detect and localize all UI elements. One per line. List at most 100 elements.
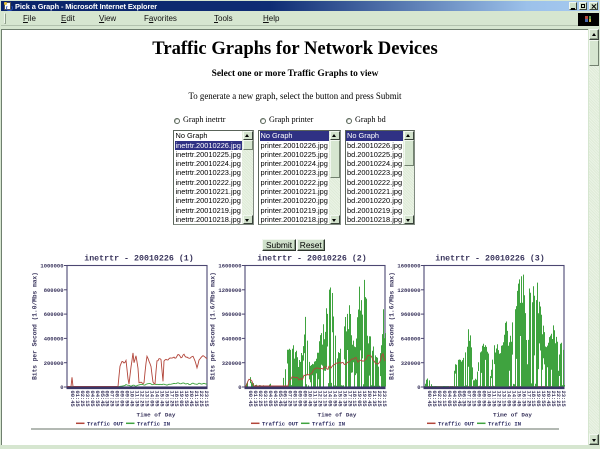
svg-text:11:35: 11:35 [312, 391, 318, 407]
svg-text:04:05: 04:05 [267, 391, 273, 407]
svg-text:1280000: 1280000 [397, 287, 420, 294]
svg-text:09:55: 09:55 [124, 391, 130, 407]
svg-text:320000: 320000 [401, 360, 421, 367]
svg-text:17:25: 17:25 [168, 391, 174, 407]
svg-text:09:55: 09:55 [481, 391, 487, 407]
svg-text:0: 0 [417, 384, 420, 391]
svg-text:07:25: 07:25 [109, 391, 115, 407]
svg-text:Bits per Second (1.0/Mbs max): Bits per Second (1.0/Mbs max) [32, 272, 39, 380]
svg-text:17:25: 17:25 [525, 391, 531, 407]
svg-text:22:25: 22:25 [555, 391, 561, 407]
svg-text:18:15: 18:15 [173, 391, 179, 407]
svg-text:05:45: 05:45 [99, 391, 105, 407]
svg-text:Traffic IN: Traffic IN [488, 421, 521, 428]
svg-text:inetrtr - 20010226 (1): inetrtr - 20010226 (1) [84, 254, 194, 264]
svg-text:19:55: 19:55 [540, 391, 546, 407]
svg-text:Traffic IN: Traffic IN [137, 421, 170, 428]
svg-text:19:55: 19:55 [361, 391, 367, 407]
svg-text:960000: 960000 [401, 311, 421, 318]
svg-text:08:15: 08:15 [292, 391, 298, 407]
svg-text:22:25: 22:25 [376, 391, 382, 407]
svg-text:21:35: 21:35 [193, 391, 199, 407]
svg-text:14:55: 14:55 [153, 391, 159, 407]
svg-text:0: 0 [238, 384, 241, 391]
svg-text:21:35: 21:35 [371, 391, 377, 407]
svg-text:03:15: 03:15 [84, 391, 90, 407]
svg-text:17:25: 17:25 [346, 391, 352, 407]
svg-text:320000: 320000 [222, 360, 242, 367]
svg-text:15:45: 15:45 [336, 391, 342, 407]
svg-text:14:55: 14:55 [331, 391, 337, 407]
svg-text:14:05: 14:05 [505, 391, 511, 407]
svg-text:23:15: 23:15 [560, 391, 566, 407]
svg-text:09:55: 09:55 [302, 391, 308, 407]
svg-text:03:15: 03:15 [262, 391, 268, 407]
svg-text:19:05: 19:05 [356, 391, 362, 407]
svg-text:13:15: 13:15 [321, 391, 327, 407]
svg-text:Bits per Second (1.6/Mbs max): Bits per Second (1.6/Mbs max) [389, 272, 396, 380]
svg-text:16:35: 16:35 [341, 391, 347, 407]
svg-text:Traffic OUT: Traffic OUT [87, 421, 124, 428]
svg-text:01:35: 01:35 [431, 391, 437, 407]
svg-text:07:25: 07:25 [287, 391, 293, 407]
svg-text:14:05: 14:05 [326, 391, 332, 407]
svg-text:200000: 200000 [44, 360, 64, 367]
svg-text:12:25: 12:25 [317, 391, 323, 407]
svg-text:06:35: 06:35 [461, 391, 467, 407]
svg-text:Bits per Second (1.6/Mbs max): Bits per Second (1.6/Mbs max) [210, 272, 217, 380]
svg-text:16:35: 16:35 [520, 391, 526, 407]
svg-text:05:45: 05:45 [456, 391, 462, 407]
svg-text:19:05: 19:05 [178, 391, 184, 407]
svg-text:11:35: 11:35 [491, 391, 497, 407]
svg-text:07:25: 07:25 [466, 391, 472, 407]
svg-text:15:45: 15:45 [515, 391, 521, 407]
svg-text:1280000: 1280000 [218, 287, 241, 294]
svg-text:1000000: 1000000 [40, 263, 63, 270]
svg-text:18:15: 18:15 [530, 391, 536, 407]
svg-text:Time of Day: Time of Day [493, 412, 532, 419]
svg-text:640000: 640000 [401, 336, 421, 343]
svg-text:12:25: 12:25 [496, 391, 502, 407]
svg-text:00:45: 00:45 [247, 391, 253, 407]
svg-text:800000: 800000 [44, 287, 64, 294]
svg-text:inetrtr - 20010226 (2): inetrtr - 20010226 (2) [257, 254, 367, 264]
svg-text:19:55: 19:55 [183, 391, 189, 407]
svg-text:10:45: 10:45 [129, 391, 135, 407]
svg-text:11:35: 11:35 [134, 391, 140, 407]
svg-text:20:45: 20:45 [188, 391, 194, 407]
svg-text:23:15: 23:15 [381, 391, 387, 407]
svg-text:09:05: 09:05 [119, 391, 125, 407]
svg-text:02:25: 02:25 [79, 391, 85, 407]
svg-text:03:15: 03:15 [441, 391, 447, 407]
svg-text:06:35: 06:35 [104, 391, 110, 407]
svg-text:00:45: 00:45 [426, 391, 432, 407]
svg-text:400000: 400000 [44, 336, 64, 343]
svg-text:00:45: 00:45 [69, 391, 75, 407]
svg-text:02:25: 02:25 [436, 391, 442, 407]
svg-text:04:55: 04:55 [272, 391, 278, 407]
svg-text:04:05: 04:05 [89, 391, 95, 407]
svg-text:13:15: 13:15 [143, 391, 149, 407]
svg-text:13:15: 13:15 [500, 391, 506, 407]
svg-text:09:05: 09:05 [297, 391, 303, 407]
svg-text:960000: 960000 [222, 311, 242, 318]
svg-text:01:35: 01:35 [252, 391, 258, 407]
svg-text:18:15: 18:15 [351, 391, 357, 407]
svg-text:09:05: 09:05 [476, 391, 482, 407]
svg-text:21:35: 21:35 [550, 391, 556, 407]
svg-text:0: 0 [60, 384, 63, 391]
svg-text:10:45: 10:45 [486, 391, 492, 407]
svg-text:22:25: 22:25 [198, 391, 204, 407]
svg-text:06:35: 06:35 [282, 391, 288, 407]
svg-text:02:25: 02:25 [257, 391, 263, 407]
svg-text:14:55: 14:55 [510, 391, 516, 407]
svg-text:640000: 640000 [222, 336, 242, 343]
svg-text:Time of Day: Time of Day [318, 412, 357, 419]
svg-text:08:15: 08:15 [471, 391, 477, 407]
svg-text:01:35: 01:35 [74, 391, 80, 407]
svg-text:20:45: 20:45 [366, 391, 372, 407]
svg-text:04:55: 04:55 [451, 391, 457, 407]
svg-text:Traffic OUT: Traffic OUT [262, 421, 299, 428]
svg-text:23:15: 23:15 [203, 391, 209, 407]
svg-text:12:25: 12:25 [139, 391, 145, 407]
